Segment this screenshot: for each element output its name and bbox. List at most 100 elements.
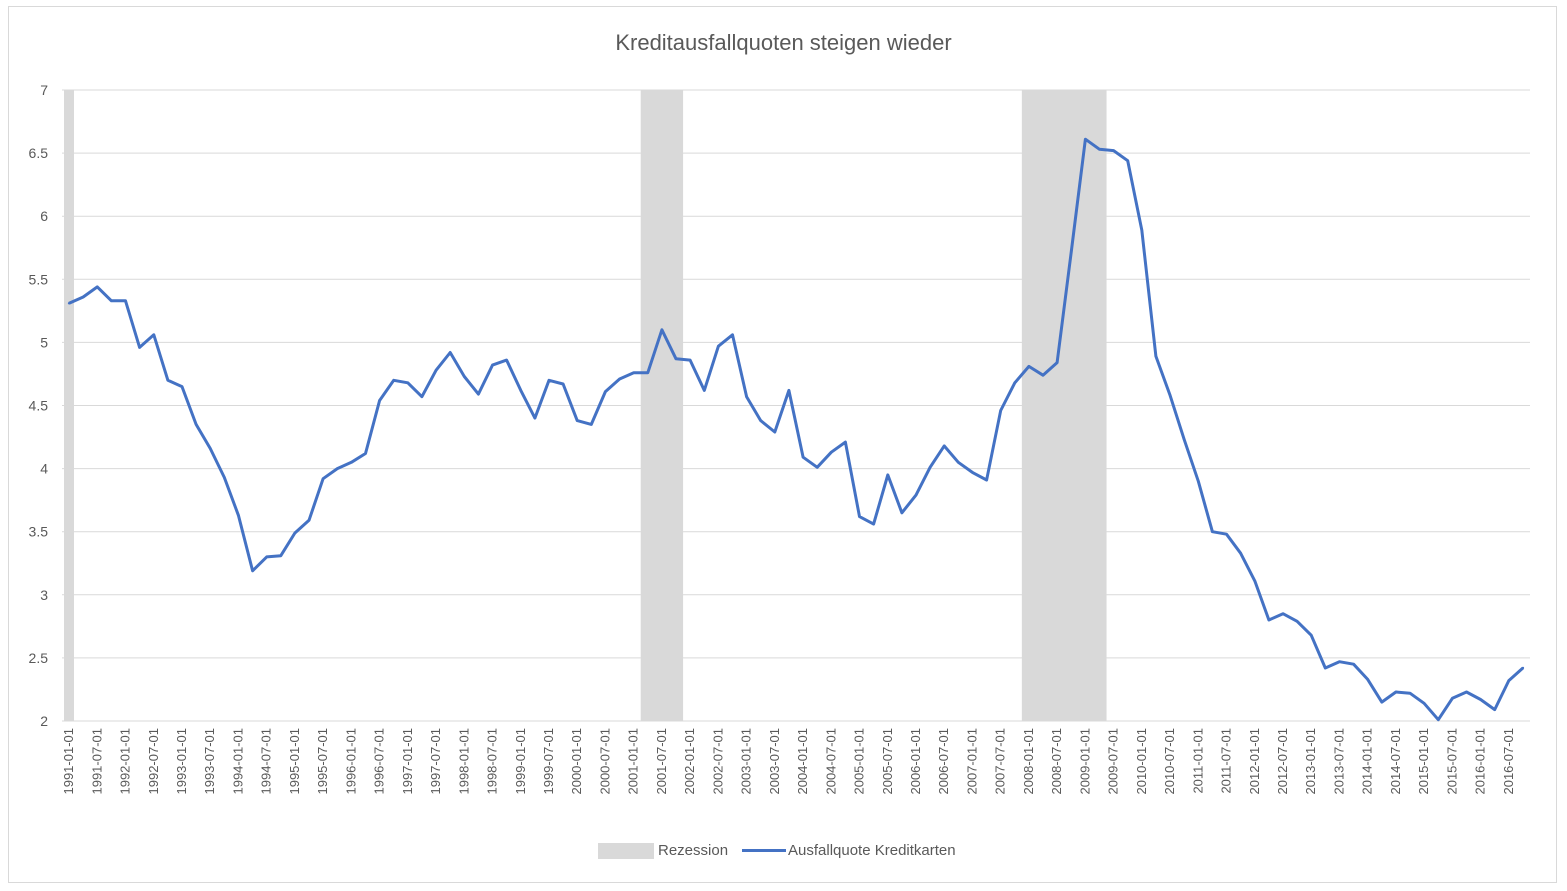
chart-frame <box>8 6 1557 883</box>
grid-layer <box>62 89 1530 722</box>
data-point <box>731 333 734 337</box>
x-tick-label: 2005-01-01 <box>852 728 867 795</box>
legend: Rezession Ausfallquote Kreditkarten <box>0 842 1567 862</box>
data-point <box>943 444 946 448</box>
data-point <box>477 392 480 396</box>
data-point <box>985 478 988 482</box>
x-tick-label: 2013-01-01 <box>1303 728 1318 795</box>
x-tick-label: 2000-07-01 <box>597 728 612 795</box>
data-point <box>815 466 819 469</box>
data-point <box>1437 718 1440 721</box>
y-tick-label: 3 <box>40 587 48 603</box>
x-tick-label: 1997-01-01 <box>400 728 415 795</box>
data-point <box>1352 663 1355 666</box>
data-point <box>773 430 777 434</box>
series-line-ausfallquote <box>68 137 1524 722</box>
x-tick-label: 2007-07-01 <box>993 728 1008 795</box>
x-tick-label: 1995-07-01 <box>315 728 330 795</box>
legend-item-rezession: Rezession <box>598 842 728 859</box>
x-tick-label: 2002-07-01 <box>710 728 725 795</box>
data-point <box>1041 374 1045 377</box>
data-point <box>1310 633 1313 637</box>
data-point <box>1197 480 1200 483</box>
data-point <box>914 493 918 497</box>
x-tick-label: 2003-01-01 <box>739 728 754 795</box>
data-point <box>1507 679 1511 682</box>
data-point <box>1098 148 1101 151</box>
series-layer <box>67 137 1525 722</box>
data-point <box>81 295 85 299</box>
x-tick-label: 2008-01-01 <box>1021 728 1036 795</box>
data-point <box>336 467 339 470</box>
data-point <box>406 381 410 384</box>
data-point <box>180 385 184 388</box>
data-point <box>1465 690 1468 694</box>
data-point <box>223 476 226 479</box>
data-point <box>1084 138 1087 141</box>
data-point <box>321 477 325 480</box>
data-point <box>392 379 395 382</box>
data-point <box>1451 697 1454 700</box>
x-tick-label: 2001-07-01 <box>654 728 669 795</box>
data-point <box>646 371 649 374</box>
data-point <box>1140 228 1144 232</box>
data-point <box>265 555 268 559</box>
x-tick-label: 1998-01-01 <box>456 728 471 795</box>
data-point <box>237 514 240 517</box>
data-point <box>999 409 1002 412</box>
y-axis: 2 2.5 3 3.5 4 4.5 5 5.5 6 6.5 7 <box>29 82 49 729</box>
data-point <box>717 344 720 348</box>
x-tick-label: 2006-01-01 <box>908 728 923 795</box>
data-point <box>858 515 861 518</box>
y-tick-label: 7 <box>40 82 48 98</box>
data-point <box>67 302 71 305</box>
data-point <box>1267 618 1271 622</box>
y-tick-label: 4.5 <box>29 398 49 414</box>
data-point <box>1211 530 1214 533</box>
data-point <box>1408 692 1412 695</box>
data-point <box>688 358 692 362</box>
data-point <box>1070 250 1073 253</box>
data-point <box>519 389 522 392</box>
y-tick-label: 4 <box>40 461 48 477</box>
data-point <box>138 346 141 349</box>
data-point <box>209 447 212 450</box>
data-point <box>844 440 847 444</box>
data-point <box>491 363 494 367</box>
x-tick-label: 1994-01-01 <box>230 728 245 795</box>
data-point <box>618 377 621 381</box>
data-point <box>378 399 381 402</box>
data-point <box>576 419 579 422</box>
x-tick-label: 1992-07-01 <box>146 728 161 795</box>
y-tick-label: 6.5 <box>29 145 49 161</box>
x-tick-label: 2014-01-01 <box>1360 728 1375 795</box>
x-tick-label: 2010-07-01 <box>1162 728 1177 795</box>
x-tick-label: 1998-07-01 <box>485 728 500 795</box>
data-point <box>928 466 932 469</box>
data-point <box>604 390 607 393</box>
data-point <box>971 471 974 474</box>
data-point <box>293 531 297 535</box>
data-point <box>1422 702 1426 705</box>
data-point <box>166 379 170 382</box>
x-tick-label: 1999-07-01 <box>541 728 556 795</box>
data-point <box>251 569 254 573</box>
data-point <box>1168 394 1172 397</box>
x-tick-label: 1992-01-01 <box>118 728 133 795</box>
x-tick-label: 2005-07-01 <box>880 728 895 795</box>
x-tick-label: 2003-07-01 <box>767 728 782 795</box>
data-point <box>674 357 678 361</box>
data-point <box>590 423 593 426</box>
data-point <box>1281 612 1285 615</box>
data-point <box>632 371 635 374</box>
data-point <box>1055 361 1059 364</box>
chart-title: Kreditausfallquoten steigen wieder <box>615 30 952 55</box>
data-point <box>1380 700 1383 704</box>
data-point <box>505 358 508 362</box>
data-point <box>1154 355 1158 358</box>
data-point <box>279 554 282 557</box>
legend-item-ausfallquote: Ausfallquote Kreditkarten <box>742 842 956 859</box>
data-point <box>957 461 960 464</box>
x-tick-label: 2007-01-01 <box>964 728 979 795</box>
